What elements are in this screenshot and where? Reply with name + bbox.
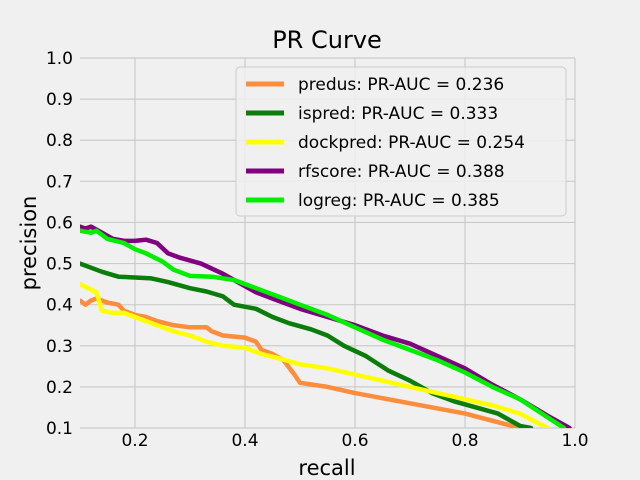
y-axis-label: precision xyxy=(17,196,41,291)
legend-entry: logreg: PR-AUC = 0.385 xyxy=(298,191,500,211)
legend-entry: dockpred: PR-AUC = 0.254 xyxy=(298,133,525,153)
series-line-2 xyxy=(80,281,550,428)
y-tick-label: 0.1 xyxy=(46,419,73,439)
legend-entry: ispred: PR-AUC = 0.333 xyxy=(298,104,498,124)
y-tick-label: 0.2 xyxy=(46,378,73,398)
legend: predus: PR-AUC = 0.236 ispred: PR-AUC = 0… xyxy=(235,66,567,217)
legend-entry: rfscore: PR-AUC = 0.388 xyxy=(298,162,505,182)
y-tick-labels: 0.1 0.2 0.3 0.4 0.5 0.6 0.7 0.8 0.9 1.0 xyxy=(46,49,73,439)
y-tick-label: 0.3 xyxy=(46,337,73,357)
y-tick-label: 0.9 xyxy=(46,90,73,110)
y-tick-label: 0.5 xyxy=(46,255,73,275)
legend-box xyxy=(235,66,567,217)
chart-title: PR Curve xyxy=(272,26,382,54)
series-lines xyxy=(80,224,572,428)
x-tick-label: 0.6 xyxy=(341,431,368,451)
x-tick-labels: 0.2 0.4 0.6 0.8 1.0 xyxy=(121,431,588,451)
x-tick-label: 0.2 xyxy=(121,431,148,451)
y-tick-label: 1.0 xyxy=(46,49,73,69)
y-tick-label: 0.4 xyxy=(46,296,73,316)
series-line-1 xyxy=(80,261,534,428)
x-tick-label: 1.0 xyxy=(561,431,588,451)
x-tick-label: 0.4 xyxy=(231,431,258,451)
series-line-4 xyxy=(80,228,567,428)
y-tick-label: 0.6 xyxy=(46,213,73,233)
x-tick-label: 0.8 xyxy=(451,431,478,451)
series-line-0 xyxy=(80,296,523,428)
x-axis-label: recall xyxy=(298,456,355,480)
legend-entry: predus: PR-AUC = 0.236 xyxy=(298,75,504,95)
y-tick-label: 0.8 xyxy=(46,131,73,151)
y-tick-label: 0.7 xyxy=(46,172,73,192)
